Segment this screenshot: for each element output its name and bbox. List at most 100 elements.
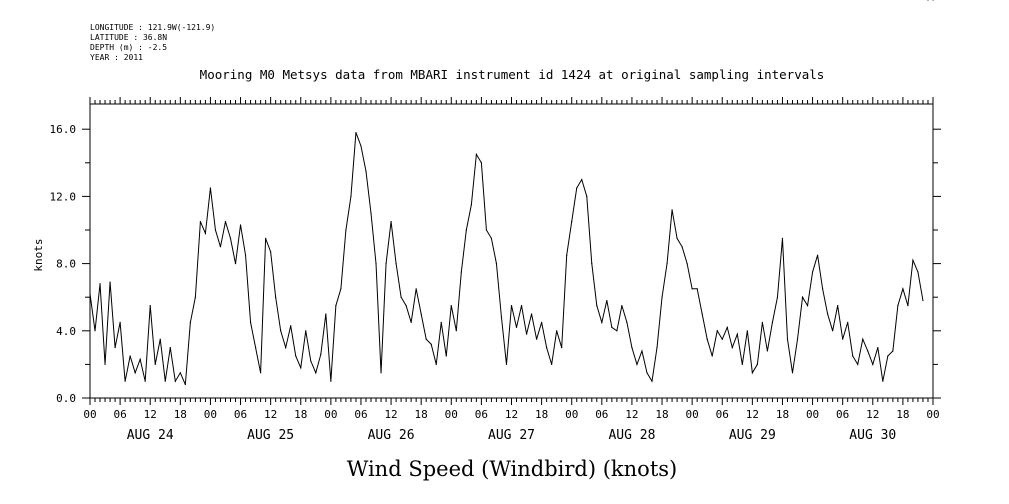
data-point bbox=[771, 321, 774, 323]
series-line bbox=[89, 132, 924, 385]
data-point bbox=[400, 296, 402, 298]
data-point bbox=[510, 305, 513, 307]
x-tick-label: 00 bbox=[926, 408, 939, 421]
axes-layer: 00 06 12 18 00 06 12 18 00 06 12 18 00 06 12 18 00 06 12 18… bbox=[50, 97, 941, 443]
x-tick-label: 12 bbox=[264, 408, 277, 421]
data-point bbox=[621, 305, 623, 307]
data-point bbox=[189, 321, 191, 323]
data-point bbox=[505, 363, 508, 365]
data-point bbox=[716, 330, 718, 332]
data-point bbox=[300, 367, 302, 369]
series-layer bbox=[89, 0, 934, 386]
data-point bbox=[465, 229, 467, 231]
data-point bbox=[746, 330, 748, 332]
data-point bbox=[651, 380, 653, 382]
x-day-label: AUG 26 bbox=[368, 428, 415, 443]
data-point bbox=[566, 254, 568, 256]
data-point bbox=[345, 229, 347, 231]
data-point bbox=[184, 383, 186, 386]
data-point bbox=[902, 288, 904, 290]
data-point bbox=[430, 343, 432, 345]
data-point bbox=[862, 338, 864, 340]
data-point bbox=[816, 254, 819, 256]
data-point bbox=[355, 131, 357, 134]
x-tick-label: 12 bbox=[866, 408, 879, 421]
data-point bbox=[731, 347, 733, 349]
data-point bbox=[270, 251, 272, 253]
x-tick-label: 12 bbox=[746, 408, 759, 421]
data-point bbox=[631, 347, 633, 349]
y-tick-label: 0.0 bbox=[56, 392, 76, 405]
data-point bbox=[209, 187, 212, 189]
data-point bbox=[576, 187, 578, 189]
data-point bbox=[480, 162, 482, 164]
data-point bbox=[892, 350, 894, 352]
data-point bbox=[495, 263, 498, 265]
data-point bbox=[204, 232, 207, 234]
data-point bbox=[781, 237, 784, 239]
data-point bbox=[405, 305, 407, 307]
x-tick-label: 06 bbox=[113, 408, 126, 421]
data-point bbox=[641, 350, 643, 352]
data-point bbox=[907, 305, 909, 307]
data-point bbox=[375, 263, 377, 265]
x-tick-label: 06 bbox=[836, 408, 849, 421]
data-point bbox=[290, 325, 292, 327]
x-tick-label: 00 bbox=[324, 408, 337, 421]
data-point bbox=[646, 372, 648, 374]
longitude-label: LONGITUDE : 121.9W(-121.9) bbox=[90, 23, 215, 32]
y-tick-label: 4.0 bbox=[56, 325, 76, 338]
data-point bbox=[139, 358, 141, 360]
x-tick-label: 18 bbox=[415, 408, 428, 421]
data-point bbox=[159, 338, 161, 340]
data-point bbox=[239, 224, 242, 226]
data-point bbox=[194, 296, 196, 298]
data-point bbox=[249, 321, 252, 323]
data-point bbox=[706, 338, 708, 340]
data-point bbox=[666, 263, 668, 265]
data-point bbox=[179, 372, 181, 374]
data-point bbox=[360, 145, 362, 147]
x-tick-label: 00 bbox=[83, 408, 96, 421]
x-tick-label: 06 bbox=[716, 408, 729, 421]
x-tick-label: 06 bbox=[475, 408, 488, 421]
data-point bbox=[611, 326, 613, 329]
x-tick-label: 00 bbox=[445, 408, 458, 421]
data-point bbox=[370, 212, 372, 214]
x-tick-label: 18 bbox=[896, 408, 909, 421]
data-point bbox=[425, 338, 427, 340]
data-point bbox=[435, 363, 437, 365]
data-point bbox=[325, 313, 327, 315]
x-day-label: AUG 28 bbox=[608, 428, 655, 443]
x-tick-label: 00 bbox=[204, 408, 217, 421]
data-point bbox=[410, 321, 412, 323]
depth-label: DEPTH (m) : -2.5 bbox=[90, 43, 167, 52]
x-day-label: AUG 27 bbox=[488, 428, 535, 443]
x-day-label: AUG 30 bbox=[849, 428, 896, 443]
data-point bbox=[455, 330, 457, 332]
data-point bbox=[99, 283, 101, 285]
data-point bbox=[415, 288, 417, 290]
data-point bbox=[922, 299, 924, 302]
data-point bbox=[852, 355, 854, 357]
data-point bbox=[857, 363, 859, 365]
data-point bbox=[801, 296, 804, 298]
data-point bbox=[320, 353, 322, 355]
data-point bbox=[556, 330, 558, 332]
data-point bbox=[119, 321, 121, 323]
data-point bbox=[234, 263, 237, 265]
data-point bbox=[265, 237, 267, 239]
data-point bbox=[295, 355, 297, 357]
x-tick-label: 06 bbox=[234, 408, 247, 421]
data-point bbox=[475, 153, 477, 155]
data-point bbox=[340, 288, 342, 290]
data-point bbox=[440, 321, 442, 323]
data-point bbox=[275, 296, 277, 298]
data-point bbox=[335, 305, 337, 307]
data-point bbox=[525, 333, 528, 335]
data-point bbox=[756, 363, 758, 365]
data-point bbox=[751, 372, 753, 374]
data-point bbox=[776, 296, 779, 298]
x-tick-label: 18 bbox=[535, 408, 548, 421]
data-point bbox=[656, 347, 658, 349]
